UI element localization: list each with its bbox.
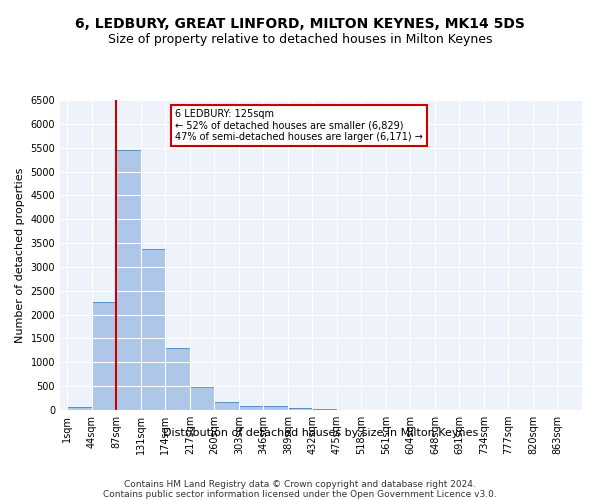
Bar [116, 150, 141, 410]
Bar [67, 406, 92, 410]
Text: Distribution of detached houses by size in Milton Keynes: Distribution of detached houses by size … [163, 428, 479, 438]
Bar [166, 348, 190, 410]
Text: Size of property relative to detached houses in Milton Keynes: Size of property relative to detached ho… [108, 32, 492, 46]
Text: 6, LEDBURY, GREAT LINFORD, MILTON KEYNES, MK14 5DS: 6, LEDBURY, GREAT LINFORD, MILTON KEYNES… [75, 18, 525, 32]
Bar [141, 249, 166, 410]
Y-axis label: Number of detached properties: Number of detached properties [15, 168, 25, 342]
Bar [190, 387, 214, 410]
Bar [92, 302, 116, 410]
Bar [214, 402, 239, 410]
Bar [239, 406, 263, 410]
Bar [288, 408, 313, 410]
Text: 6 LEDBURY: 125sqm
← 52% of detached houses are smaller (6,829)
47% of semi-detac: 6 LEDBURY: 125sqm ← 52% of detached hous… [175, 110, 423, 142]
Bar [263, 406, 288, 410]
Text: Contains HM Land Registry data © Crown copyright and database right 2024.
Contai: Contains HM Land Registry data © Crown c… [103, 480, 497, 500]
